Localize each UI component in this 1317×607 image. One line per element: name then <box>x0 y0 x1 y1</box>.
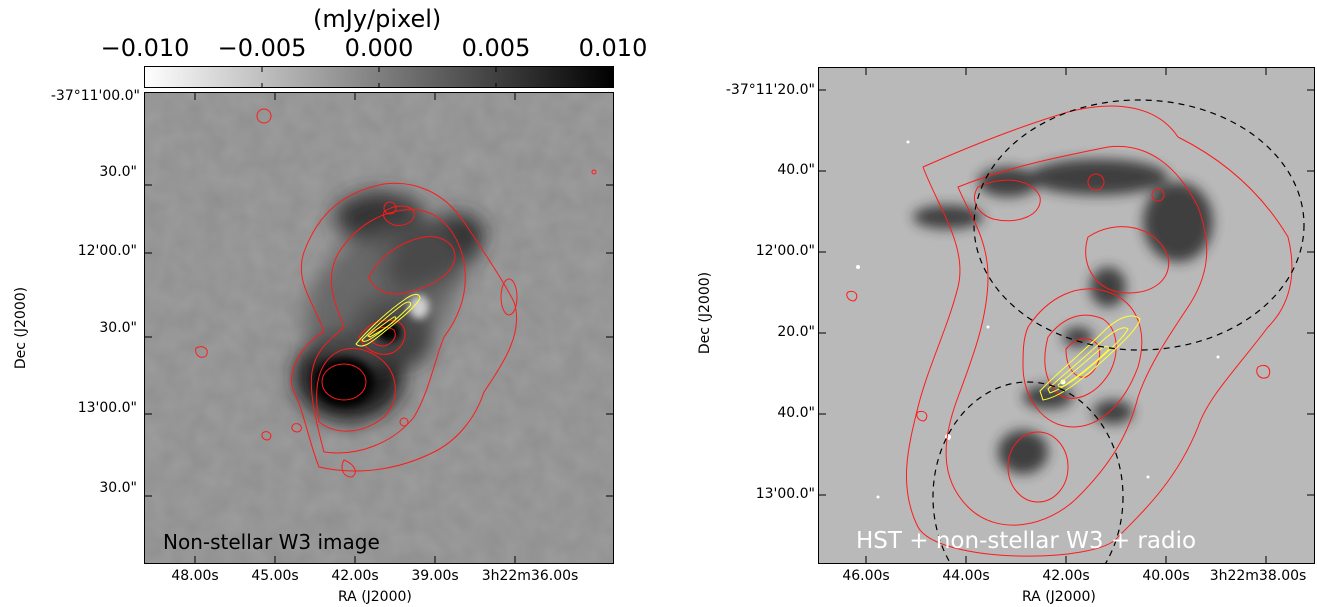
ra-label: 45.00s <box>251 568 299 584</box>
colorbar-tick: 0.005 <box>461 34 531 62</box>
x-axis-title: RA (J2000) <box>1022 589 1096 605</box>
colorbar-tick: 0.010 <box>578 34 648 62</box>
radio-contours <box>1039 315 1141 401</box>
ir-contours <box>846 105 1293 557</box>
ra-label: 46.00s <box>842 568 890 584</box>
ra-label: 3h22m36.00s <box>481 568 579 584</box>
dec-label: 40.0" <box>777 162 815 178</box>
ra-label: 40.00s <box>1142 568 1190 584</box>
ir-contours <box>195 108 597 478</box>
colorbar-tick: 0.000 <box>344 34 414 62</box>
ra-label: 42.00s <box>331 568 379 584</box>
colorbar-title: (mJy/pixel) <box>313 5 442 33</box>
colorbar-tick: −0.005 <box>217 34 307 62</box>
colorbar-tick: −0.010 <box>100 34 190 62</box>
ra-label: 48.00s <box>171 568 219 584</box>
dec-label: 12'00.0" <box>77 243 137 259</box>
dec-label: 13'00.0" <box>755 486 815 502</box>
ra-label: 44.00s <box>942 568 990 584</box>
y-axis-title: Dec (J2000) <box>697 271 713 355</box>
dec-label: -37°11'00.0" <box>50 88 140 104</box>
left-image <box>144 92 614 564</box>
dec-label: 40.0" <box>777 405 815 421</box>
dec-label: 30.0" <box>99 480 137 496</box>
right-image <box>818 67 1315 564</box>
y-axis-title: Dec (J2000) <box>13 286 29 370</box>
ra-label: 39.00s <box>411 568 459 584</box>
radio-contours <box>355 293 421 347</box>
dec-label: 30.0" <box>99 164 137 180</box>
ra-label: 3h22m38.00s <box>1209 568 1307 584</box>
dec-label: 12'00.0" <box>755 243 815 259</box>
dec-label: 13'00.0" <box>77 400 137 416</box>
colorbar <box>144 66 614 88</box>
dec-label: 30.0" <box>99 320 137 336</box>
dec-label: 20.0" <box>777 324 815 340</box>
right-caption: HST + non-stellar W3 + radio <box>856 528 1197 554</box>
ra-label: 42.00s <box>1042 568 1090 584</box>
dec-label: -37°11'20.0" <box>725 82 815 98</box>
left-caption: Non-stellar W3 image <box>163 530 380 554</box>
dashed-ellipses <box>932 99 1305 564</box>
x-axis-title: RA (J2000) <box>338 589 412 605</box>
